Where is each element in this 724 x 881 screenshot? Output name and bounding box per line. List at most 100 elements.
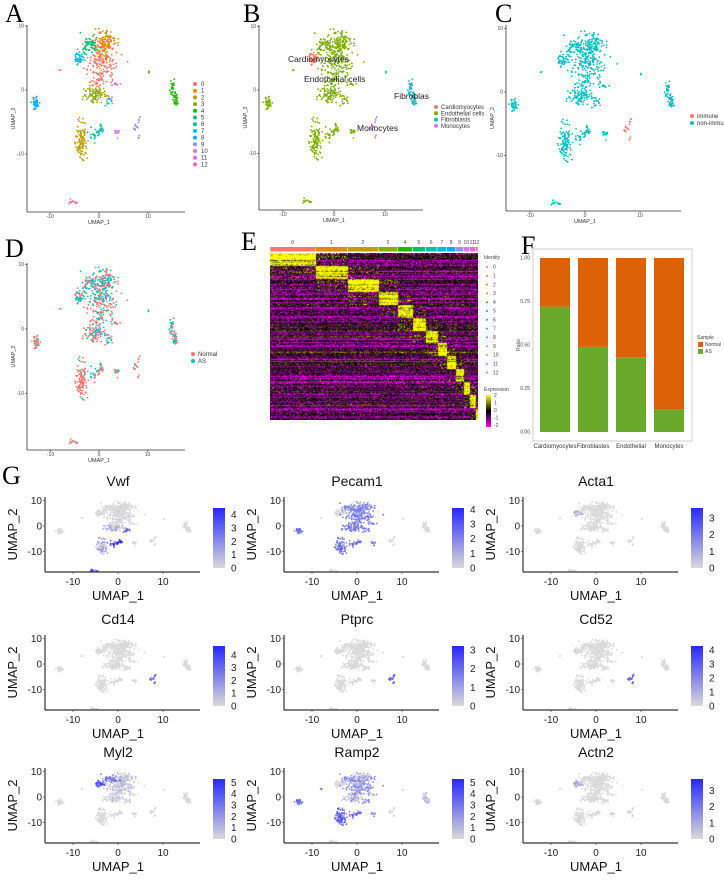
cell-point xyxy=(344,59,347,61)
cell-point xyxy=(105,32,108,35)
cell-point xyxy=(95,510,98,513)
cell-point xyxy=(580,62,582,65)
cell-point xyxy=(121,526,123,528)
cell-point xyxy=(312,137,315,140)
cell-point xyxy=(77,151,80,154)
cell-point xyxy=(89,308,92,310)
cell-point xyxy=(84,361,86,364)
cell-point xyxy=(630,118,632,120)
cell-point xyxy=(355,500,358,503)
cell-point xyxy=(343,98,346,101)
cell-point xyxy=(84,367,87,370)
cell-point xyxy=(337,75,340,77)
cell-point xyxy=(81,43,84,45)
cell-point xyxy=(111,286,114,288)
cell-point xyxy=(327,101,330,104)
legend-swatch xyxy=(193,95,197,100)
cell-point xyxy=(59,307,62,310)
cell-point xyxy=(172,98,174,101)
cell-point xyxy=(350,132,352,134)
expression-tick-label: -2 xyxy=(494,423,499,429)
cell-point xyxy=(117,276,120,279)
cell-point xyxy=(76,302,79,305)
cell-point xyxy=(82,361,85,363)
cell-point xyxy=(111,299,113,302)
cell-point xyxy=(94,266,97,269)
cell-point xyxy=(327,65,329,68)
cell-point xyxy=(371,506,374,509)
cell-point xyxy=(410,88,413,90)
cell-point xyxy=(374,121,377,124)
cell-point xyxy=(117,129,120,132)
cell-point xyxy=(616,63,618,65)
cell-point xyxy=(341,39,344,42)
cell-point xyxy=(337,61,340,63)
cell-point xyxy=(84,44,87,47)
cell-point xyxy=(110,279,112,282)
cell-point xyxy=(309,58,312,61)
cell-point xyxy=(345,41,348,43)
cell-point xyxy=(356,502,359,505)
cell-point xyxy=(318,134,320,136)
cell-point xyxy=(96,279,99,281)
cell-point xyxy=(339,47,341,50)
cell-point xyxy=(346,54,349,56)
cell-point xyxy=(310,125,313,128)
cell-point xyxy=(589,56,592,59)
cell-point xyxy=(320,73,323,76)
cell-point xyxy=(568,95,571,98)
cell-point xyxy=(100,312,103,315)
cell-point xyxy=(109,539,112,542)
cell-point xyxy=(343,46,346,49)
cell-point xyxy=(570,56,572,58)
cell-point xyxy=(102,80,105,83)
cell-point xyxy=(101,93,104,96)
x-tick-label: 0 xyxy=(98,214,101,220)
cell-point xyxy=(347,78,349,81)
cell-point xyxy=(102,36,105,39)
cell-point xyxy=(365,508,368,510)
cell-point xyxy=(98,306,101,308)
cell-point xyxy=(112,528,115,530)
cell-point xyxy=(116,521,119,523)
cell-point xyxy=(577,67,580,70)
cell-point xyxy=(330,96,332,99)
cell-point xyxy=(162,517,165,520)
cell-point xyxy=(667,100,669,103)
cell-point xyxy=(105,80,108,83)
cell-point xyxy=(73,440,76,443)
cell-point xyxy=(114,280,117,283)
cell-point xyxy=(317,132,320,135)
cell-point xyxy=(77,299,79,301)
cell-point xyxy=(102,314,105,316)
x-tick-label: -10 xyxy=(279,212,286,218)
cell-point xyxy=(350,67,352,70)
cell-point xyxy=(97,536,100,539)
cell-point xyxy=(345,517,348,519)
x-tick-label: 10 xyxy=(145,452,151,458)
cell-point xyxy=(334,55,337,58)
cell-point xyxy=(80,373,83,376)
cell-point xyxy=(107,337,110,340)
cell-point xyxy=(409,94,412,96)
legend-label: 12 xyxy=(493,370,499,376)
cell-point xyxy=(95,36,98,39)
cell-point xyxy=(581,91,584,94)
cell-point xyxy=(95,285,97,287)
y-axis-label: UMAP_2 xyxy=(243,106,249,128)
cell-point xyxy=(586,49,589,52)
cell-point xyxy=(667,85,669,88)
cell-point xyxy=(580,30,582,33)
cell-point xyxy=(99,335,102,338)
cell-point xyxy=(565,137,567,140)
cell-point xyxy=(590,95,593,98)
cell-point xyxy=(341,71,343,74)
bar-normal xyxy=(540,258,570,307)
cell-point xyxy=(74,382,77,384)
cell-point xyxy=(91,372,94,375)
cell-point xyxy=(89,69,92,71)
cell-point xyxy=(93,328,95,331)
cell-point xyxy=(317,131,320,134)
cell-point xyxy=(95,371,98,373)
cell-point xyxy=(349,83,352,86)
